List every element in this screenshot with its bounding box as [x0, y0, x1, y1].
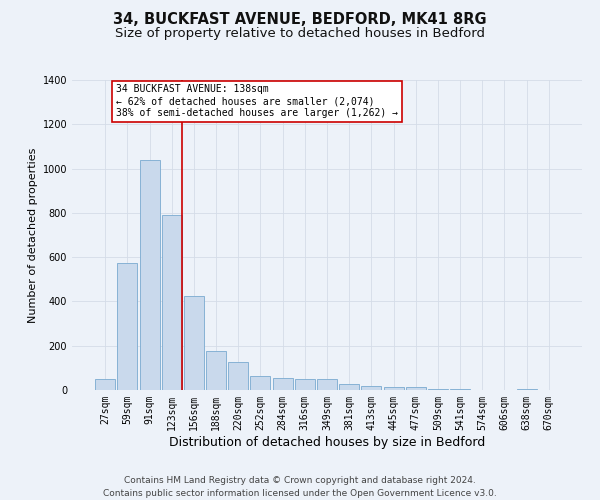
Bar	[450, 389, 470, 390]
Bar	[118, 262, 137, 390]
Text: Contains HM Land Registry data © Crown copyright and database right 2024.
Contai: Contains HM Land Registry data © Crown c…	[103, 476, 497, 498]
Bar	[361, 386, 382, 390]
Bar	[517, 389, 536, 390]
Bar	[162, 215, 182, 390]
Bar	[95, 379, 115, 390]
Text: 34, BUCKFAST AVENUE, BEDFORD, MK41 8RG: 34, BUCKFAST AVENUE, BEDFORD, MK41 8RG	[113, 12, 487, 28]
Bar	[406, 386, 426, 390]
Bar	[295, 379, 315, 390]
Bar	[272, 378, 293, 390]
Text: 34 BUCKFAST AVENUE: 138sqm
← 62% of detached houses are smaller (2,074)
38% of s: 34 BUCKFAST AVENUE: 138sqm ← 62% of deta…	[116, 84, 398, 117]
Bar	[184, 296, 204, 390]
Bar	[140, 160, 160, 390]
Bar	[228, 362, 248, 390]
Y-axis label: Number of detached properties: Number of detached properties	[28, 148, 38, 322]
Bar	[206, 351, 226, 390]
Bar	[317, 379, 337, 390]
Bar	[339, 384, 359, 390]
Bar	[383, 386, 404, 390]
Bar	[428, 389, 448, 390]
Text: Size of property relative to detached houses in Bedford: Size of property relative to detached ho…	[115, 28, 485, 40]
X-axis label: Distribution of detached houses by size in Bedford: Distribution of detached houses by size …	[169, 436, 485, 448]
Bar	[250, 376, 271, 390]
